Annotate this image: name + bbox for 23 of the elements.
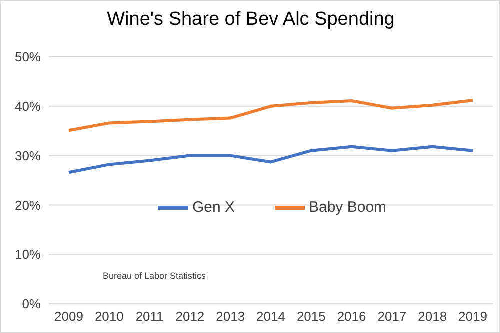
x-tick-label: 2017 bbox=[378, 309, 407, 324]
x-tick-label: 2014 bbox=[256, 309, 286, 324]
x-tick-label: 2010 bbox=[94, 309, 124, 324]
y-tick-label: 30% bbox=[14, 148, 42, 164]
y-tick-label: 10% bbox=[14, 247, 42, 262]
y-tick-label: 50% bbox=[14, 50, 42, 65]
y-tick-label: 0% bbox=[22, 296, 42, 312]
chart-title: Wine's Share of Bev Alc Spending bbox=[106, 9, 396, 31]
y-tick-label: 20% bbox=[14, 198, 42, 213]
x-tick-label: 2016 bbox=[337, 309, 366, 324]
x-tick-label: 2011 bbox=[136, 309, 164, 324]
legend-label: Gen X bbox=[192, 199, 235, 216]
line-series bbox=[68, 98, 474, 132]
line-series bbox=[68, 145, 474, 174]
legend-label: Baby Boom bbox=[308, 199, 387, 216]
x-tick-label: 2013 bbox=[216, 309, 246, 324]
x-tick-label: 2019 bbox=[458, 309, 488, 324]
x-tick-label: 2018 bbox=[418, 309, 448, 324]
annotation: Bureau of Labor Statistics bbox=[103, 271, 206, 281]
x-tick-label: 2015 bbox=[296, 309, 326, 324]
x-tick-label: 2012 bbox=[176, 309, 205, 324]
x-tick-label: 2009 bbox=[54, 309, 84, 324]
y-tick-label: 40% bbox=[14, 99, 42, 114]
